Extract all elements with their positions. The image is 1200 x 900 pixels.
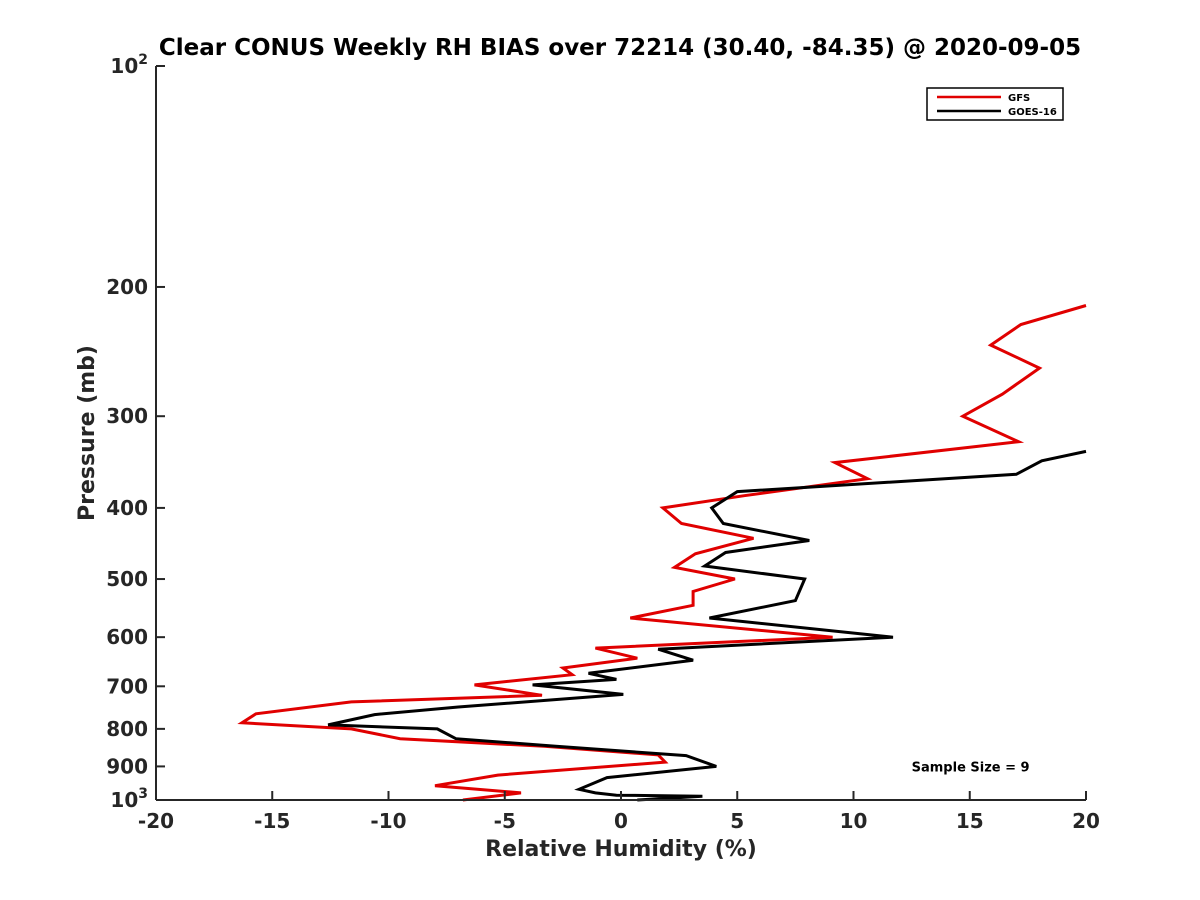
x-tick-label: 15	[956, 809, 984, 833]
x-tick-label: 20	[1072, 809, 1100, 833]
y-axis-title: Pressure (mb)	[75, 345, 100, 521]
x-tick-label: 5	[730, 809, 744, 833]
y-tick-label: 800	[106, 717, 148, 741]
y-tick-label: 500	[106, 567, 148, 591]
x-axis-title: Relative Humidity (%)	[485, 837, 757, 862]
x-tick-label: 0	[614, 809, 628, 833]
x-tick-label: -20	[138, 809, 174, 833]
legend: GFS GOES-16	[926, 87, 1064, 121]
legend-label-goes-16: GOES-16	[1008, 107, 1057, 118]
x-tick-label: -5	[494, 809, 516, 833]
y-tick-label: 103	[110, 786, 148, 812]
x-tick-label: -10	[370, 809, 406, 833]
y-tick-label: 400	[106, 496, 148, 520]
y-tick-label: 102	[110, 52, 148, 78]
chart-title: Clear CONUS Weekly RH BIAS over 72214 (3…	[159, 35, 1081, 61]
legend-label-gfs: GFS	[1008, 93, 1030, 104]
y-tick-label: 300	[106, 404, 148, 428]
series-line-goes-16	[327, 449, 1087, 802]
x-ticks: -20 -15 -10 -5 0 5 10 15 20	[138, 791, 1100, 833]
y-tick-label: 200	[106, 275, 148, 299]
x-tick-label: 10	[840, 809, 868, 833]
sample-size-annotation: Sample Size = 9	[912, 760, 1030, 775]
x-tick-label: -15	[254, 809, 290, 833]
y-tick-label: 900	[106, 754, 148, 778]
y-tick-label: 600	[106, 625, 148, 649]
annotations: Sample Size = 9	[912, 760, 1030, 775]
y-ticks: 102 200 300 400 500 600 700 800 900 103	[106, 52, 165, 812]
legend-box	[926, 87, 1064, 121]
series-layer	[237, 304, 1087, 802]
y-tick-label: 700	[106, 674, 148, 698]
